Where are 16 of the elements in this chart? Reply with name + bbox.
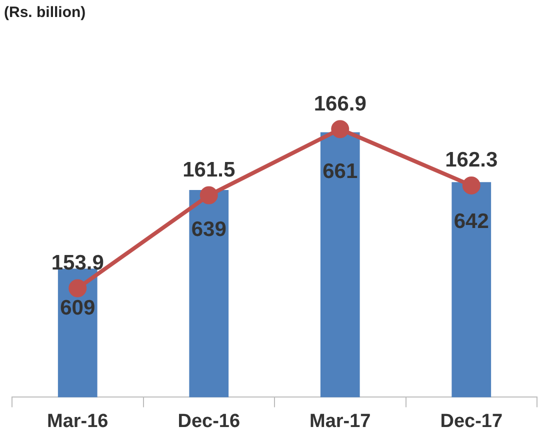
data-label: 609 — [60, 296, 96, 320]
x-tick-label: Mar-16 — [47, 410, 108, 432]
x-tick-label: Mar-17 — [310, 410, 371, 432]
data-label: 661 — [322, 160, 358, 184]
data-label: 166.9 — [314, 92, 366, 116]
chart-title: (Rs. billion) — [4, 4, 86, 21]
data-label: 161.5 — [182, 158, 236, 182]
x-tick-label: Dec-17 — [440, 410, 503, 432]
point — [200, 186, 218, 204]
data-label: 639 — [191, 218, 226, 241]
point — [331, 120, 350, 138]
data-label: 162.3 — [445, 148, 498, 172]
data-label: 642 — [454, 210, 489, 233]
point — [462, 176, 480, 194]
point — [68, 279, 87, 298]
x-tick-label: Dec-16 — [178, 410, 240, 432]
